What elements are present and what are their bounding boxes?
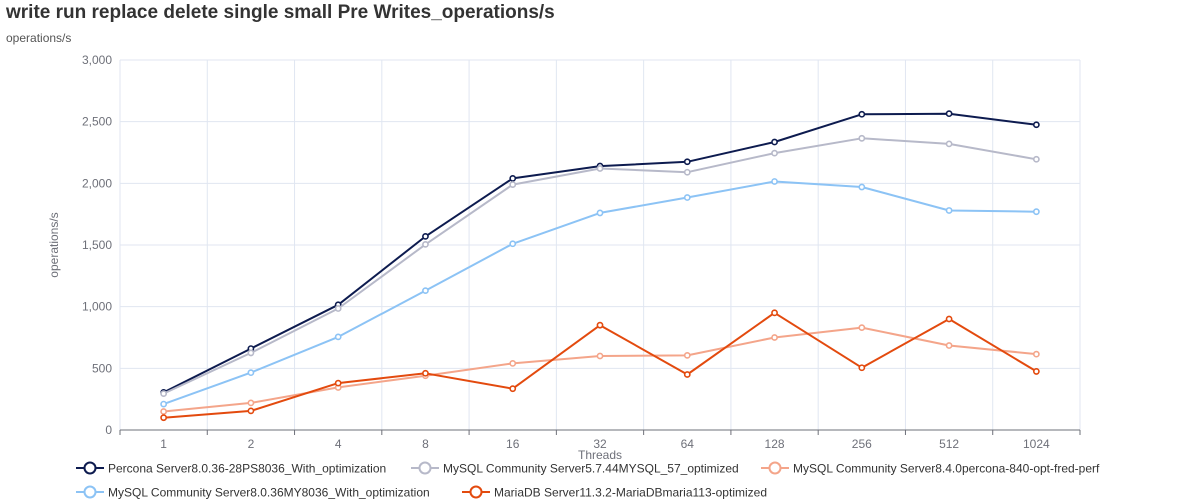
data-point[interactable] (945, 315, 953, 323)
data-point[interactable] (945, 207, 953, 214)
x-tick-label: 16 (506, 437, 520, 451)
data-point[interactable] (771, 138, 778, 146)
data-point[interactable] (334, 333, 342, 341)
data-point[interactable] (422, 232, 429, 240)
data-point[interactable] (509, 385, 517, 393)
legend-item[interactable]: MySQL Community Server5.7.44MYSQL_57_opt… (411, 461, 739, 476)
legend-item[interactable]: MySQL Community Server8.0.36MY8036_With_… (76, 485, 430, 500)
y-tick-label: 2,000 (82, 176, 112, 190)
x-tick-label: 128 (765, 437, 785, 451)
data-point[interactable] (160, 390, 168, 398)
data-point[interactable] (596, 209, 604, 217)
x-tick-label: 512 (939, 437, 959, 451)
legend-item[interactable]: Percona Server8.0.36-28PS8036_With_optim… (76, 461, 386, 476)
data-point[interactable] (160, 414, 168, 422)
data-point[interactable] (1032, 350, 1040, 358)
y-tick-label: 1,000 (82, 300, 112, 314)
x-tick-label: 64 (681, 437, 695, 451)
data-point[interactable] (247, 407, 255, 415)
series-1 (160, 110, 1040, 396)
data-point[interactable] (247, 369, 255, 377)
data-point[interactable] (683, 168, 691, 176)
x-tick-label: 8 (422, 437, 429, 451)
data-point[interactable] (422, 240, 429, 248)
x-tick-label: 256 (852, 437, 872, 451)
data-point[interactable] (509, 174, 517, 182)
data-point[interactable] (1032, 368, 1040, 375)
data-point[interactable] (160, 400, 168, 408)
data-point[interactable] (422, 287, 429, 295)
data-point[interactable] (509, 359, 517, 367)
data-point[interactable] (858, 110, 866, 118)
data-point[interactable] (334, 305, 342, 312)
chart-title: write run replace delete single small Pr… (6, 2, 555, 23)
axes: 0 500 1,000 1,500 2,000 2,500 3,000 1 2 4 8 16 32 64 1… (47, 53, 1081, 462)
data-point[interactable] (596, 321, 604, 329)
series-5 (160, 309, 1040, 422)
legend: Percona Server8.0.36-28PS8036_With_optim… (76, 461, 1100, 500)
data-point[interactable] (858, 324, 866, 332)
data-point[interactable] (1032, 121, 1040, 129)
data-point[interactable] (160, 408, 168, 415)
legend-marker (83, 461, 97, 475)
data-point[interactable] (596, 165, 604, 172)
data-point[interactable] (771, 178, 778, 185)
data-point[interactable] (945, 110, 953, 118)
legend-label: Percona Server8.0.36-28PS8036_With_optim… (108, 462, 386, 476)
x-tick-label: 2 (248, 437, 255, 451)
series-3 (160, 324, 1040, 415)
series-4 (160, 178, 1040, 408)
data-point[interactable] (596, 352, 604, 360)
data-point[interactable] (334, 379, 342, 387)
data-point[interactable] (945, 342, 953, 349)
data-point[interactable] (858, 134, 866, 142)
grid (119, 59, 1081, 430)
series-layer (160, 110, 1040, 422)
data-point[interactable] (422, 369, 429, 377)
legend-item[interactable]: MariaDB Server11.3.2-MariaDBmaria113-opt… (462, 485, 767, 500)
legend-marker (768, 461, 782, 475)
legend-marker (418, 461, 432, 475)
data-point[interactable] (771, 334, 778, 341)
legend-label: MySQL Community Server8.4.0percona-840-o… (793, 462, 1100, 476)
y-tick-label: 2,500 (82, 115, 112, 129)
y-axis-title: operations/s (47, 212, 61, 277)
series-2 (160, 134, 1040, 398)
data-point[interactable] (247, 399, 255, 407)
data-point[interactable] (683, 194, 691, 201)
x-tick-label: 1 (160, 437, 167, 451)
legend-marker (469, 485, 483, 499)
data-point[interactable] (1032, 155, 1040, 163)
legend-label: MySQL Community Server8.0.36MY8036_With_… (108, 486, 430, 500)
y-tick-label: 1,500 (82, 238, 112, 252)
data-point[interactable] (771, 149, 778, 157)
x-tick-label: 1024 (1023, 437, 1050, 451)
legend-item[interactable]: MySQL Community Server8.4.0percona-840-o… (761, 461, 1100, 476)
data-point[interactable] (509, 181, 517, 188)
data-point[interactable] (858, 183, 866, 191)
y-tick-label: 0 (105, 423, 112, 437)
data-point[interactable] (683, 351, 691, 359)
y-tick-label: 3,000 (82, 53, 112, 67)
x-axis-title: Threads (578, 448, 622, 462)
data-point[interactable] (683, 371, 691, 378)
data-point[interactable] (247, 349, 255, 357)
data-point[interactable] (509, 240, 517, 248)
y-tick-label: 500 (92, 361, 112, 375)
data-point[interactable] (1032, 208, 1040, 216)
x-tick-label: 4 (335, 437, 342, 451)
data-point[interactable] (858, 364, 866, 372)
data-point[interactable] (683, 158, 691, 166)
x-tick-label: 32 (593, 437, 607, 451)
chart-subtitle: operations/s (6, 31, 72, 45)
data-point[interactable] (945, 140, 953, 148)
data-point[interactable] (771, 309, 778, 317)
legend-label: MySQL Community Server5.7.44MYSQL_57_opt… (443, 462, 739, 476)
legend-marker (83, 485, 97, 499)
legend-label: MariaDB Server11.3.2-MariaDBmaria113-opt… (494, 486, 767, 500)
